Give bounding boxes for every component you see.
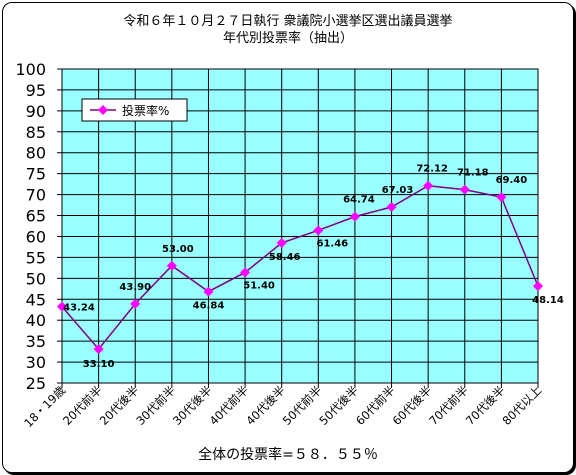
data-labels: 43.24 33.10 43.90 53.00 46.84 51.40 58.46 61.46… — [63, 164, 564, 370]
x-axis: 18・19歳20代前半20代後半30代前半30代後半40代前半40代後半50代前… — [21, 383, 544, 430]
y-tick-label: 45 — [26, 290, 46, 309]
data-point-marker — [276, 237, 287, 248]
data-point-marker — [386, 202, 397, 213]
y-tick-label: 80 — [26, 144, 46, 163]
y-tick-label: 25 — [26, 374, 46, 393]
chart-subtitle: 年代別投票率（抽出） — [222, 31, 353, 46]
series-line — [61, 184, 539, 351]
y-tick-label: 100 — [15, 60, 46, 79]
x-tick-label: 20代後半 — [97, 383, 142, 428]
data-label: 64.74 — [343, 195, 375, 206]
data-label: 58.46 — [269, 252, 301, 263]
data-point-marker — [423, 180, 434, 191]
x-tick-label: 50代後半 — [316, 383, 361, 428]
y-tick-label: 50 — [26, 269, 46, 288]
x-tick-label: 30代前半 — [133, 383, 178, 428]
x-tick-label: 60代後半 — [390, 383, 435, 428]
x-tick-label: 70代後半 — [463, 383, 508, 428]
data-point-marker — [203, 286, 214, 297]
chart-title: 令和６年１０月２７日執行 衆議院小選挙区選出議員選挙 — [123, 14, 453, 29]
y-tick-label: 55 — [26, 248, 46, 267]
x-tick-label: 80代以上 — [499, 383, 544, 428]
y-tick-label: 90 — [26, 102, 46, 121]
x-tick-label: 40代後半 — [243, 383, 288, 428]
x-tick-label: 50代前半 — [280, 383, 325, 428]
data-label: 61.46 — [316, 238, 348, 249]
data-label: 69.40 — [496, 175, 528, 186]
x-tick-label: 40代前半 — [207, 383, 252, 428]
y-tick-label: 85 — [26, 123, 46, 142]
x-tick-label: 30代後半 — [170, 383, 215, 428]
data-point-marker — [57, 301, 67, 312]
data-label: 43.24 — [63, 303, 95, 314]
data-label: 72.12 — [416, 164, 448, 175]
y-tick-label: 70 — [26, 186, 46, 205]
data-point-marker — [496, 192, 507, 203]
data-point-marker — [93, 344, 104, 355]
y-tick-label: 60 — [26, 227, 46, 246]
data-label: 43.90 — [119, 282, 151, 293]
legend-box — [81, 98, 188, 122]
data-label: 51.40 — [243, 280, 275, 291]
legend-marker-icon — [98, 105, 108, 115]
data-markers — [57, 180, 543, 355]
legend: 投票率% — [81, 98, 188, 122]
x-tick-label: 70代前半 — [426, 383, 471, 428]
data-point-marker — [240, 267, 251, 278]
data-point-marker — [349, 211, 360, 222]
y-tick-label: 35 — [26, 332, 46, 351]
data-point-marker — [130, 298, 141, 309]
y-tick-label: 95 — [26, 81, 46, 100]
data-label: 48.14 — [532, 295, 564, 306]
legend-label: 投票率% — [122, 103, 169, 118]
overall-turnout: 全体の投票率=５８．５５％ — [198, 447, 378, 463]
data-point-marker — [166, 260, 177, 271]
x-tick-label: 60代前半 — [353, 383, 398, 428]
data-point-marker — [313, 225, 324, 236]
y-tick-label: 75 — [26, 165, 46, 184]
data-label: 67.03 — [382, 185, 414, 196]
data-label: 46.84 — [193, 301, 225, 312]
x-tick-label: 20代前半 — [60, 383, 105, 428]
y-tick-label: 65 — [26, 207, 46, 226]
data-label: 71.18 — [457, 168, 489, 179]
data-label: 33.10 — [83, 359, 115, 370]
gridlines — [62, 68, 538, 384]
data-label: 53.00 — [162, 244, 194, 255]
data-point-marker — [533, 281, 543, 292]
y-tick-label: 40 — [26, 311, 46, 330]
data-point-marker — [459, 184, 470, 195]
y-tick-label: 30 — [26, 353, 46, 372]
